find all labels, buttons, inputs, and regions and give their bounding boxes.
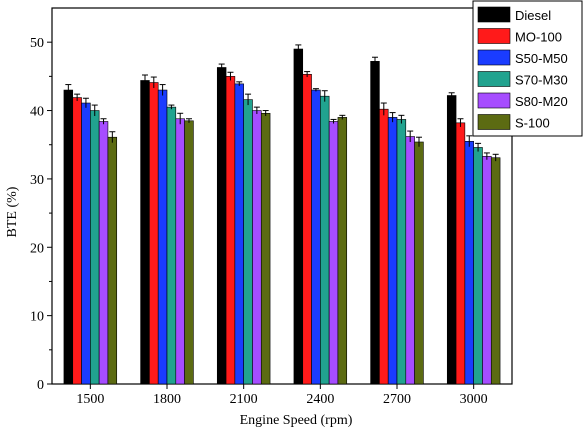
bar	[81, 102, 91, 385]
legend-label: S50-M50	[515, 51, 568, 66]
x-tick-label: 1800	[153, 392, 181, 407]
bar	[166, 106, 177, 385]
legend-label: Diesel	[515, 8, 551, 23]
bar	[311, 89, 321, 385]
y-tick-label: 10	[30, 310, 44, 325]
axes-layer: 0 10 20 30 40 50 1500 1800 2100 2400 2700 3000	[30, 36, 488, 407]
bars-layer	[63, 44, 501, 385]
bar	[293, 48, 304, 385]
bar	[140, 80, 150, 385]
bar	[157, 89, 168, 385]
bar	[98, 121, 109, 385]
bar	[482, 156, 492, 385]
plot-frame	[51, 7, 513, 385]
bar	[396, 119, 407, 385]
legend-label: S70-M30	[515, 73, 568, 88]
y-tick-label: 0	[37, 378, 44, 393]
bar	[302, 74, 312, 385]
y-axis-label: BTE (%)	[5, 186, 20, 237]
bar	[243, 99, 253, 385]
legend-swatch	[477, 6, 511, 23]
bar	[405, 136, 415, 385]
bar	[414, 141, 424, 385]
y-tick-label: 30	[30, 173, 44, 188]
bar	[216, 67, 227, 385]
bar	[260, 112, 271, 385]
bar	[184, 120, 194, 385]
x-tick-label: 3000	[460, 392, 488, 407]
plot-border	[51, 7, 513, 385]
y-tick-label: 50	[30, 36, 44, 51]
bar	[473, 147, 483, 385]
legend-box	[472, 0, 583, 137]
bar	[328, 121, 339, 385]
bar	[225, 76, 236, 385]
bar	[72, 97, 82, 385]
legend-label: S-100	[515, 116, 550, 131]
legend: Diesel MO-100 S50-M50 S70-M30 S80-M20 S-100	[472, 0, 583, 137]
x-axis-label: Engine Speed (rpm)	[240, 413, 353, 428]
y-tick-label: 20	[30, 241, 44, 256]
bar	[107, 136, 118, 385]
bar	[149, 82, 159, 385]
bar	[175, 118, 185, 385]
legend-swatch	[477, 114, 511, 130]
bar	[337, 117, 348, 385]
bar	[90, 110, 100, 385]
bar	[387, 117, 398, 385]
legend-swatch	[477, 92, 511, 109]
legend-swatch	[477, 71, 511, 87]
y-tick-label: 40	[30, 105, 44, 120]
bar	[446, 95, 457, 385]
bar	[234, 83, 244, 385]
bar	[252, 110, 262, 385]
x-tick-label: 2700	[383, 392, 411, 407]
bar	[490, 157, 501, 385]
bar	[320, 95, 330, 385]
bar	[63, 89, 74, 385]
bar	[455, 122, 466, 385]
x-tick-label: 2100	[230, 392, 258, 407]
x-tick-label: 1500	[76, 392, 104, 407]
legend-swatch	[477, 49, 511, 66]
legend-swatch	[477, 28, 511, 44]
legend-label: S80-M20	[515, 94, 568, 109]
bar	[379, 108, 389, 385]
bar	[370, 61, 380, 385]
x-tick-label: 2400	[306, 392, 334, 407]
legend-label: MO-100	[515, 30, 562, 45]
bar	[464, 141, 474, 385]
